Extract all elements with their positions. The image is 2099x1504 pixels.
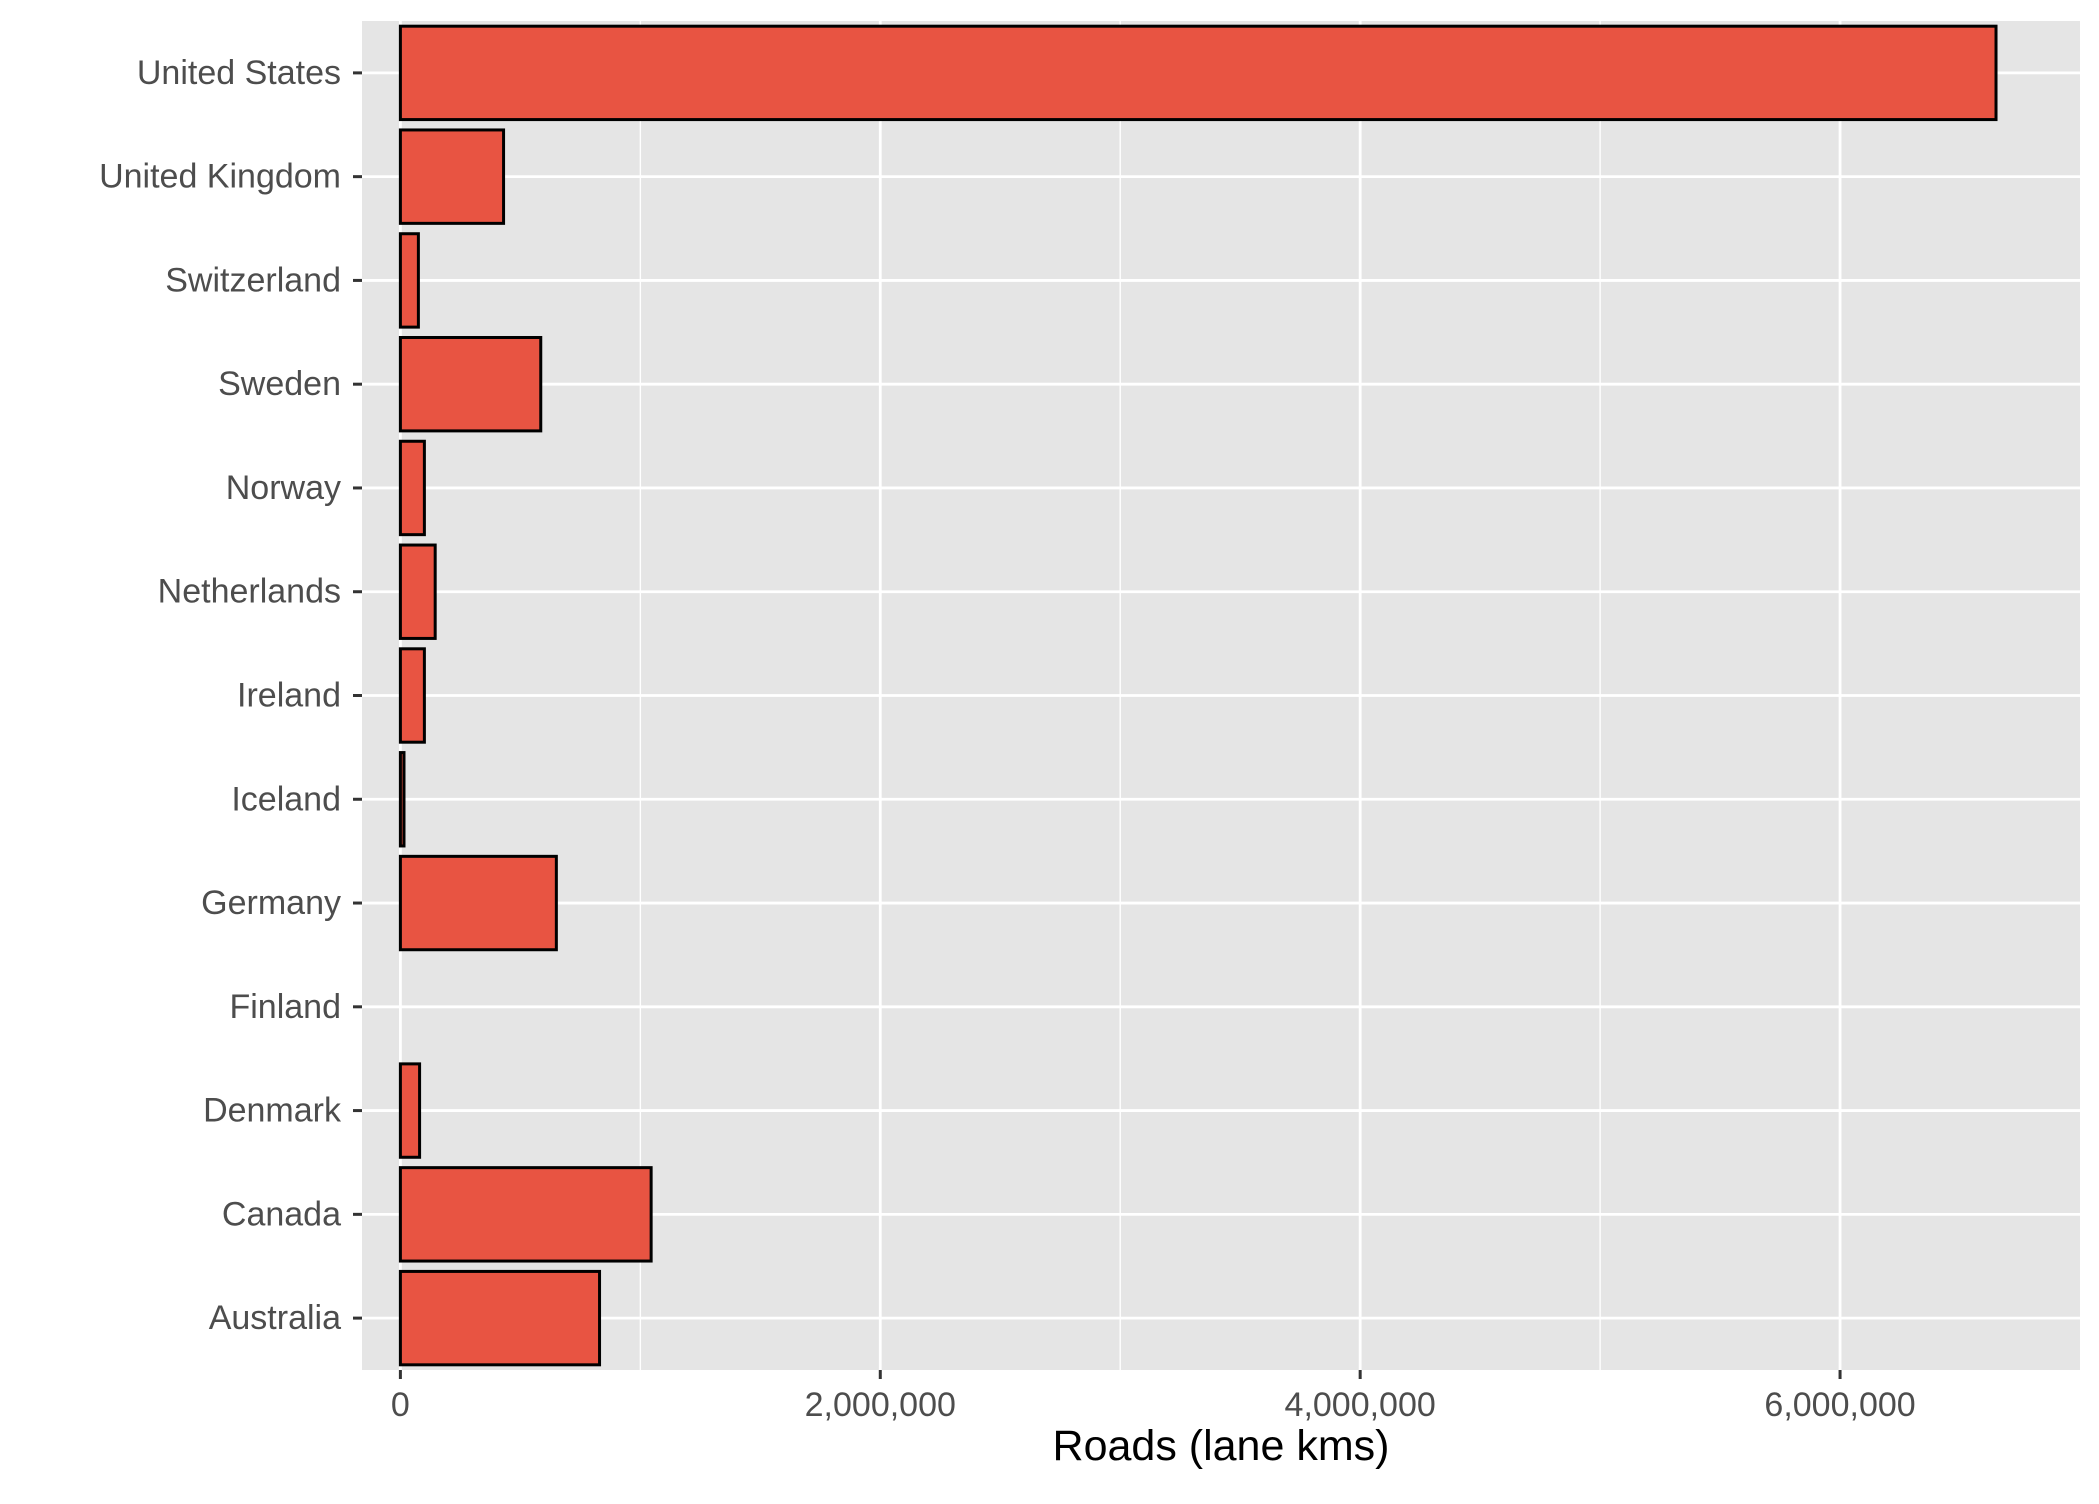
y-tick-label: Canada bbox=[222, 1195, 341, 1233]
y-tick-label: Sweden bbox=[218, 365, 341, 403]
y-axis: United States United Kingdom Switzerland Sw… bbox=[99, 54, 362, 1337]
y-tick-label: Australia bbox=[209, 1299, 341, 1337]
y-tick-label: Ireland bbox=[237, 677, 341, 715]
x-tick-label: 2,000,000 bbox=[805, 1386, 956, 1424]
y-tick-label: Denmark bbox=[203, 1092, 342, 1130]
y-tick-label: Switzerland bbox=[165, 261, 341, 299]
x-axis: 0 2,000,000 4,000,000 6,000,000 bbox=[391, 1370, 1916, 1424]
bar-switzerland bbox=[398, 232, 420, 329]
y-tick-label: Iceland bbox=[231, 780, 341, 818]
bar-germany bbox=[398, 854, 558, 952]
x-tick-label: 6,000,000 bbox=[1764, 1386, 1915, 1424]
x-tick-label: 4,000,000 bbox=[1285, 1386, 1436, 1424]
y-tick-label: United Kingdom bbox=[99, 158, 341, 196]
x-axis-title: Roads (lane kms) bbox=[1053, 1422, 1390, 1470]
bar-sweden bbox=[398, 335, 543, 433]
y-tick-label: Germany bbox=[201, 884, 341, 922]
bar-canada bbox=[398, 1166, 653, 1263]
bar-ireland bbox=[398, 647, 426, 744]
bar-united-states bbox=[398, 24, 1998, 122]
y-tick-label: Norway bbox=[226, 469, 341, 507]
bar-netherlands bbox=[398, 543, 437, 640]
bar-norway bbox=[398, 439, 426, 537]
bar-iceland bbox=[398, 751, 406, 848]
y-tick-label: Netherlands bbox=[158, 573, 341, 611]
x-tick-label: 0 bbox=[391, 1386, 410, 1424]
y-tick-label: United States bbox=[137, 54, 341, 92]
bars bbox=[398, 24, 1998, 1367]
bar-australia bbox=[398, 1269, 602, 1367]
y-tick-label: Finland bbox=[229, 988, 341, 1026]
bar-denmark bbox=[398, 1062, 422, 1159]
bar-united-kingdom bbox=[398, 128, 506, 225]
